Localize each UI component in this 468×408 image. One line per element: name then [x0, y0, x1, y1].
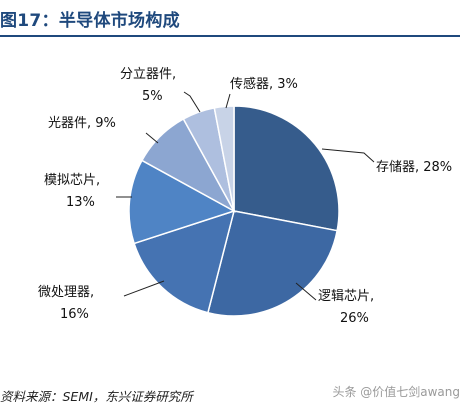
leader-line-2: [295, 282, 317, 301]
leader-line-3: [123, 280, 165, 297]
leader-lines: [116, 91, 375, 301]
slice-label-6: 分立器件, 5%: [120, 67, 176, 104]
slice-label-3: 微处理器, 16%: [38, 285, 94, 322]
source-note: 资料来源：SEMI，东兴证券研究所: [0, 389, 193, 404]
slice-label-2: 逻辑芯片, 26%: [318, 289, 374, 326]
leader-line-7: [225, 93, 231, 109]
pie-slice-1: [233, 105, 340, 232]
pie-slice-2: [206, 210, 339, 317]
pie-slices: [128, 105, 340, 317]
pie-slice-4: [128, 159, 236, 245]
slice-label-7: 传感器, 3%: [230, 76, 298, 92]
slice-label-5: 光器件, 9%: [48, 116, 116, 131]
slice-label-1: 存储器, 28%: [376, 160, 452, 175]
pie-slice-7: [213, 105, 235, 212]
leader-line-1: [321, 148, 375, 163]
title-rule: [0, 35, 460, 37]
leader-line-6: [183, 91, 201, 113]
chart-title: 图17：半导体市场构成: [0, 11, 180, 31]
pie-chart: 存储器, 28% 逻辑芯片, 26% 微处理器, 16% 模拟芯片, 13% 光器件, 9% 分…: [38, 67, 452, 326]
watermark: 头条 @价值七剑awang: [332, 385, 460, 399]
slice-labels: 存储器, 28% 逻辑芯片, 26% 微处理器, 16% 模拟芯片, 13% 光器件, 9% 分…: [38, 67, 452, 326]
pie-slice-3: [133, 209, 236, 314]
slice-label-4: 模拟芯片, 13%: [44, 173, 100, 210]
leader-line-5: [145, 132, 159, 144]
